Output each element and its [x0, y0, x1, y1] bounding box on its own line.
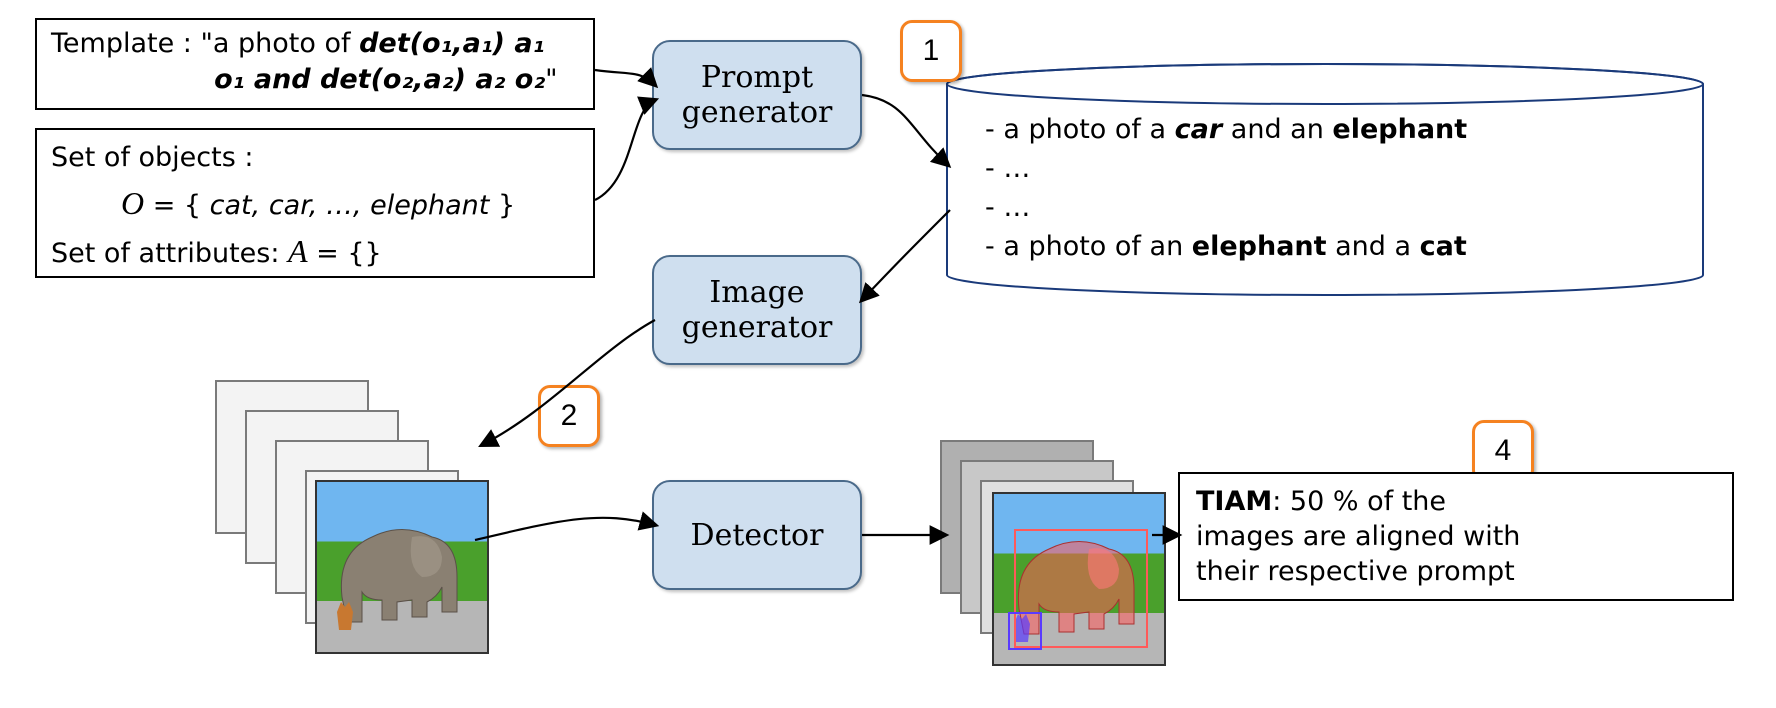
sets-box: Set of objects : O = { cat, car, …, elep… [35, 128, 595, 278]
template-box: Template : "a photo of det(o₁,a₁) a₁ o₁ … [35, 18, 595, 110]
attrs-line: Set of attributes: A = {} [51, 227, 579, 275]
db-l1-b2: elephant [1332, 114, 1467, 145]
db-l1-pre: - a photo of a [985, 114, 1175, 145]
prompt-database: - a photo of a car and an elephant - … -… [945, 62, 1705, 297]
objects-line2: O = { cat, car, …, elephant } [51, 179, 579, 227]
template-line2-expr: o₁ and det(o₂,a₂) a₂ o₂ [214, 64, 545, 95]
step-1-label: 1 [923, 34, 940, 68]
step-4-label: 4 [1495, 434, 1512, 468]
db-line2: - … [985, 149, 1675, 188]
template-label: Template : [51, 28, 192, 59]
elephant-icon [317, 482, 487, 652]
attrs-label: Set of attributes: [51, 238, 288, 269]
detection-box-cat [1008, 612, 1042, 650]
generated-image-photo [315, 480, 489, 654]
template-line1-expr: det(o₁,a₁) a₁ [359, 28, 544, 59]
db-l4-b2: cat [1420, 231, 1467, 262]
prompt-generator-node: Prompt generator [652, 40, 862, 150]
prompt-gen-l1: Prompt [654, 60, 860, 95]
db-l4-pre: - a photo of an [985, 231, 1192, 262]
detector-label: Detector [654, 518, 860, 553]
image-generator-node: Image generator [652, 255, 862, 365]
template-line1-pre: "a photo of [200, 28, 359, 59]
attrs-eq: = {} [308, 238, 382, 269]
detected-image-photo [992, 492, 1166, 666]
objects-script-O: O [121, 185, 144, 221]
objects-label: Set of objects : [51, 142, 253, 173]
objects-eq: = { [144, 190, 210, 221]
db-l4-mid: and a [1327, 231, 1420, 262]
image-gen-l1: Image [654, 275, 860, 310]
objects-items: cat, car, …, elephant [210, 190, 490, 221]
db-l1-mid: and an [1222, 114, 1332, 145]
attrs-script-A: A [288, 233, 308, 269]
step-2-label: 2 [561, 399, 578, 433]
db-line1: - a photo of a car and an elephant [985, 110, 1675, 149]
template-indent [51, 64, 214, 95]
database-content: - a photo of a car and an elephant - … -… [985, 110, 1675, 267]
db-l1-b1: car [1175, 114, 1223, 145]
step-badge-2: 2 [538, 385, 600, 447]
detector-node: Detector [652, 480, 862, 590]
prompt-gen-l2: generator [654, 95, 860, 130]
diagram-canvas: Template : "a photo of det(o₁,a₁) a₁ o₁ … [0, 0, 1776, 708]
objects-close: } [489, 190, 515, 221]
output-bold: TIAM [1196, 486, 1272, 517]
step-badge-1: 1 [900, 20, 962, 82]
db-line3: - … [985, 188, 1675, 227]
output-box: TIAM: 50 % of the images are aligned wit… [1178, 472, 1734, 601]
objects-line1: Set of objects : [51, 138, 579, 179]
db-line4: - a photo of an elephant and a cat [985, 227, 1675, 266]
db-l4-b1: elephant [1192, 231, 1327, 262]
template-line2-suf: " [545, 64, 557, 95]
image-gen-l2: generator [654, 310, 860, 345]
